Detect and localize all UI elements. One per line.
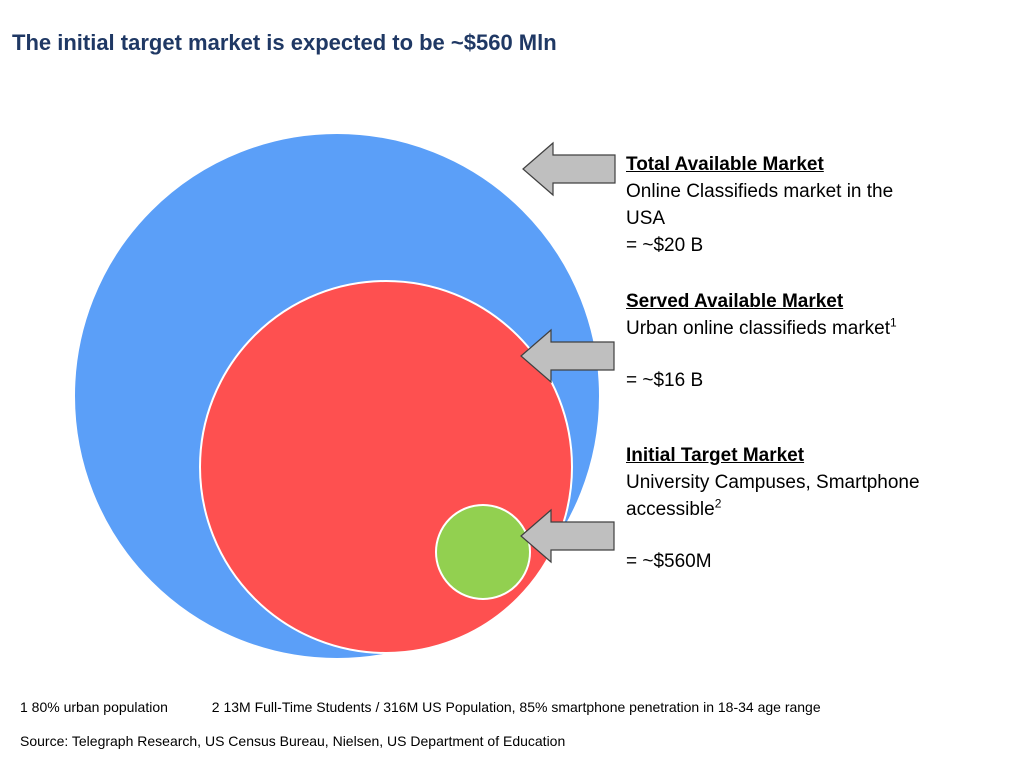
page-title: The initial target market is expected to…	[12, 30, 557, 55]
tam-desc-line-1: Online Classifieds market in the	[626, 181, 894, 202]
target-desc-line-1: University Campuses, Smartphone	[626, 472, 920, 493]
target-spacer	[626, 523, 1006, 548]
footnotes: 1 80% urban population 2 13M Full-Time S…	[20, 699, 821, 715]
target-desc-line-2: accessible2	[626, 496, 1006, 523]
sam-heading: Served Available Market	[626, 291, 844, 312]
tam-desc-line-2: USA	[626, 208, 666, 229]
footnote-1: 1 80% urban population	[20, 699, 168, 715]
sam-footnote-ref: 1	[890, 315, 897, 330]
target-footnote-ref: 2	[714, 496, 722, 511]
sam-circle	[199, 280, 573, 654]
target-desc-text: accessible	[626, 499, 715, 520]
sam-desc-line: Urban online classifieds market1	[626, 315, 1006, 342]
target-value: = ~$560M	[626, 551, 712, 572]
tam-heading: Total Available Market	[626, 154, 824, 175]
footnote-2: 2 13M Full-Time Students / 316M US Popul…	[211, 699, 821, 715]
target-description: Initial Target Market University Campuse…	[626, 442, 1006, 575]
tam-description: Total Available Market Online Classified…	[626, 151, 1006, 259]
source-note: Source: Telegraph Research, US Census Bu…	[20, 733, 566, 749]
tam-arrow-icon	[522, 141, 616, 197]
sam-arrow-icon	[520, 328, 615, 384]
target-circle	[435, 504, 531, 600]
sam-description: Served Available Market Urban online cla…	[626, 288, 1006, 394]
target-arrow-icon	[520, 508, 615, 564]
tam-value: = ~$20 B	[626, 235, 704, 256]
sam-spacer	[626, 342, 1006, 367]
sam-value: = ~$16 B	[626, 370, 704, 391]
target-heading: Initial Target Market	[626, 445, 805, 466]
sam-desc-text: Urban online classifieds market	[626, 318, 891, 339]
